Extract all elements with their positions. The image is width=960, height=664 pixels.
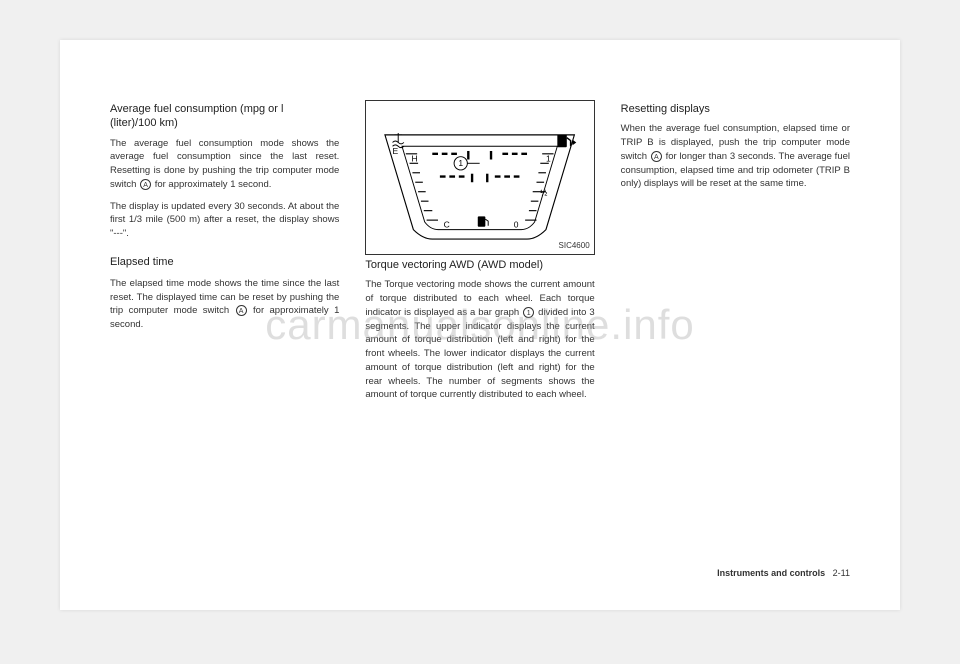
fuel-pump-small-icon [478, 216, 488, 226]
label-E: E [393, 146, 399, 156]
heading-elapsed: Elapsed time [110, 255, 339, 271]
label-H: H [412, 153, 418, 163]
circle-1-icon: 1 [523, 307, 534, 318]
heading-torque: Torque vectoring AWD (AWD model) [365, 258, 594, 272]
circle-a-icon: A [236, 305, 247, 316]
para-reset: When the average fuel consumption, elaps… [621, 122, 850, 191]
para-avg-fuel-1: The average fuel consumption mode shows … [110, 137, 339, 192]
torque-bars-lower [440, 174, 520, 183]
footer-page: 2-11 [833, 568, 850, 578]
column-3: Resetting displays When the average fuel… [621, 100, 850, 540]
column-2: E 1 [365, 100, 594, 540]
para-text: divided into 3 segments. The upper indic… [365, 307, 594, 401]
content-columns: Average fuel consumption (mpg or l (lite… [110, 100, 850, 540]
torque-bars-upper [433, 151, 528, 160]
gauge-svg: E 1 [366, 101, 593, 254]
heading-line1: Average fuel consumption (mpg or l [110, 103, 283, 115]
heading-avg-fuel: Average fuel consumption (mpg or l (lite… [110, 102, 339, 131]
para-tail: for approximately 1 second. [155, 179, 272, 190]
circle-a-icon: A [651, 151, 662, 162]
para-elapsed: The elapsed time mode shows the time sin… [110, 277, 339, 332]
heading-line2: (liter)/100 km) [110, 117, 178, 129]
gauge-figure: E 1 [365, 100, 594, 255]
label-half: ½ [541, 187, 548, 197]
figure-label: SIC4600 [559, 240, 590, 252]
left-scale [406, 154, 438, 220]
label-1: 1 [546, 153, 551, 163]
label-0: 0 [514, 220, 519, 230]
para-torque: The Torque vectoring mode shows the curr… [365, 278, 594, 402]
right-scale [525, 154, 553, 220]
heading-reset: Resetting displays [621, 102, 850, 116]
footer-section: Instruments and controls [717, 568, 825, 578]
manual-page: Average fuel consumption (mpg or l (lite… [60, 40, 900, 610]
circle-a-icon: A [140, 179, 151, 190]
page-footer: Instruments and controls 2-11 [717, 568, 850, 578]
para-avg-fuel-2: The display is updated every 30 seconds.… [110, 200, 339, 241]
label-C: C [444, 220, 450, 230]
marker-1: 1 [459, 158, 464, 168]
column-1: Average fuel consumption (mpg or l (lite… [110, 100, 339, 540]
